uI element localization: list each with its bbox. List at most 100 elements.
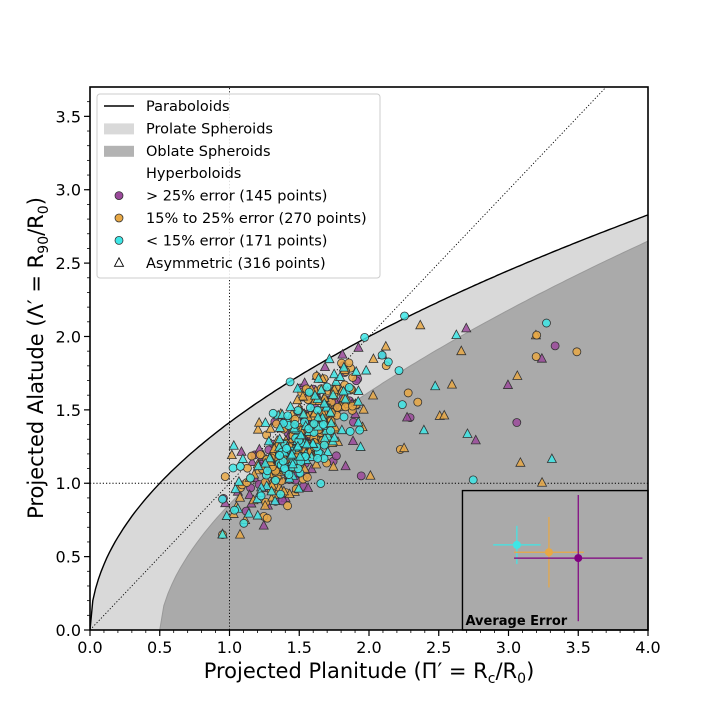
low-error-point (228, 463, 238, 473)
average-error-label: Average Error (465, 614, 567, 629)
low-error-asymmetric-point (274, 433, 285, 444)
low-error-asymmetric-point (546, 453, 558, 463)
low-error-point (360, 332, 370, 342)
legend-item: Prolate Spheroids (104, 121, 273, 137)
average-error-markers (493, 494, 643, 622)
y-tick-label: 0.0 (56, 621, 81, 640)
legend-label: Paraboloids (146, 99, 230, 115)
high-error-point (331, 451, 341, 461)
low-error-point (400, 311, 409, 321)
x-tick-label: 2.0 (356, 638, 381, 657)
low-error-asymmetric-point (338, 361, 349, 372)
x-tick-label: 0.0 (77, 638, 102, 657)
y-tick-label: 2.5 (56, 254, 81, 273)
x-tick-label: 1.0 (217, 638, 242, 657)
low-error-point (316, 479, 326, 488)
low-error-asymmetric-point (313, 372, 324, 383)
x-tick-label: 0.5 (147, 638, 172, 657)
low-error-asymmetric-point (430, 380, 441, 391)
mid-error-asymmetric-point (368, 353, 379, 363)
high-error-asymmetric-point (340, 460, 351, 471)
mid-error-asymmetric-point (446, 378, 458, 389)
low-error-asymmetric-point (285, 400, 296, 411)
x-tick-label: 4.0 (635, 638, 660, 657)
low-error-marker (512, 540, 521, 549)
mid-error-marker (544, 548, 553, 557)
low-error-asymmetric-point (329, 431, 340, 442)
x-tick-label: 3.5 (566, 638, 591, 657)
low-error-asymmetric-point (266, 485, 277, 496)
high-error-asymmetric-point (246, 456, 258, 466)
mid-error-asymmetric-point (234, 491, 246, 502)
low-error-point (319, 440, 329, 450)
legend-label: 15% to 25% error (270 points) (146, 211, 367, 227)
reference-lines (90, 87, 648, 630)
low-error-asymmetric-point (252, 509, 263, 520)
mid-error-point (572, 347, 582, 357)
mid-error-asymmetric-point (398, 442, 410, 453)
mid-error-asymmetric-point (292, 394, 303, 405)
legend-item: > 25% error (145 points) (114, 189, 327, 205)
low-error-point (218, 494, 227, 504)
x-axis-title: Projected Planitude (Π′ = Rc/R0) (204, 659, 535, 687)
reference-line-diagonal (90, 87, 607, 630)
low-error-asymmetric-point (264, 452, 275, 463)
mid-error-point (413, 397, 423, 407)
low-error-point (542, 318, 551, 328)
high-error-asymmetric-point (236, 446, 247, 456)
x-tick-label: 2.5 (426, 638, 451, 657)
mid-error-point (283, 501, 292, 511)
low-error-point (383, 357, 393, 367)
mid-error-asymmetric-point (259, 499, 271, 510)
low-error-asymmetric-point (261, 480, 272, 490)
low-error-asymmetric-point (286, 448, 298, 459)
low-error-point (276, 489, 285, 499)
mid-error-asymmetric-point (415, 319, 426, 330)
low-error-point (397, 400, 407, 410)
low-error-asymmetric-point (233, 475, 245, 486)
low-error-point (268, 408, 278, 418)
legend-item: < 15% error (171 points) (114, 233, 327, 249)
low-error-asymmetric-point (451, 329, 462, 340)
legend-item: Oblate Spheroids (104, 144, 271, 160)
legend-patch-swatch (104, 145, 134, 157)
mid-error-asymmetric-point (456, 345, 467, 356)
low-error-point (339, 412, 349, 422)
mid-error-asymmetric-point (328, 460, 339, 471)
legend-label: Hyperboloids (146, 166, 241, 182)
y-tick-label: 0.5 (56, 548, 81, 567)
legend-box (96, 93, 381, 279)
low-error-point (304, 387, 314, 397)
mid-error-point (255, 450, 265, 460)
low-error-point (304, 424, 314, 434)
mid-error-asymmetric-point (380, 340, 391, 351)
y-tick-label: 1.5 (56, 401, 81, 420)
high-error-point (356, 471, 366, 481)
mid-error-asymmetric-point (515, 456, 526, 467)
average-error-inset: Average Error (461, 489, 649, 631)
low-error-point (284, 470, 294, 479)
mid-error-asymmetric-point (252, 423, 264, 434)
mid-error-asymmetric-point (536, 476, 548, 487)
legend: Paraboloids Prolate Spheroids Oblate Spher… (96, 93, 381, 279)
legend-patch-swatch (104, 123, 134, 135)
low-error-asymmetric-point (260, 417, 271, 427)
low-error-point (305, 403, 315, 413)
low-error-asymmetric-point (353, 385, 364, 395)
average-error-box (461, 489, 649, 631)
low-error-asymmetric-point (301, 438, 312, 449)
legend-circle-swatch (114, 235, 124, 245)
low-error-asymmetric-point (312, 411, 324, 422)
mid-error-asymmetric-point (253, 416, 265, 427)
legend-circle-swatch (114, 191, 124, 201)
high-error-asymmetric-point (319, 361, 331, 372)
y-tick-label: 3.0 (56, 181, 81, 200)
low-error-point (322, 382, 332, 392)
low-error-asymmetric-point (328, 368, 340, 379)
mid-error-asymmetric-point (234, 528, 246, 539)
low-error-asymmetric-point (292, 440, 303, 451)
low-error-point (394, 366, 404, 375)
low-error-point (377, 350, 387, 360)
low-error-point (256, 491, 266, 501)
high-error-asymmetric-point (470, 434, 481, 445)
